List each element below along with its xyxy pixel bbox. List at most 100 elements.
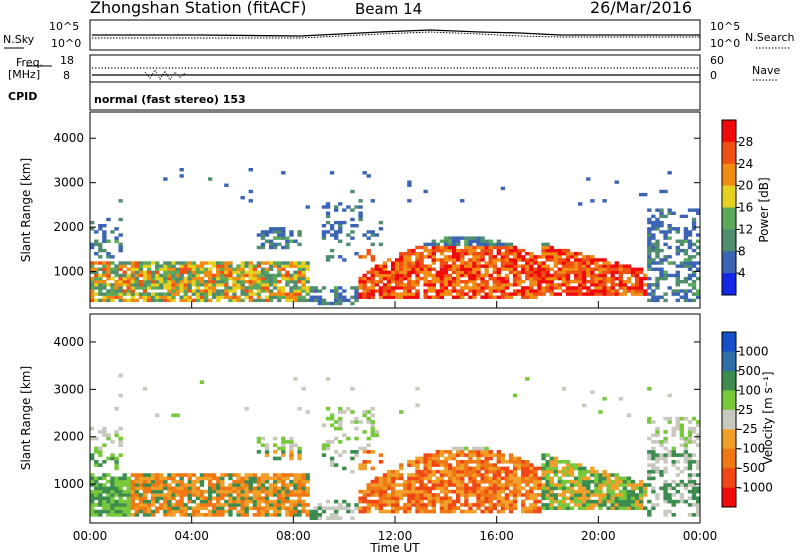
heatmap-cell xyxy=(260,479,266,484)
heatmap-cell xyxy=(106,295,111,299)
heatmap-cell xyxy=(134,292,140,296)
heatmap-cell xyxy=(301,267,306,271)
heatmap-cell xyxy=(179,509,184,514)
heatmap-cell xyxy=(281,440,286,444)
heatmap-cell xyxy=(212,509,217,514)
heatmap-cell xyxy=(602,267,607,271)
heatmap-cell xyxy=(529,283,534,287)
heatmap-cell xyxy=(382,270,388,275)
heatmap-cell xyxy=(228,499,233,504)
heatmap-cell xyxy=(350,236,355,240)
heatmap-cell xyxy=(415,493,420,497)
heatmap-cell xyxy=(468,264,473,268)
heatmap-cell xyxy=(207,273,213,278)
heatmap-cell xyxy=(175,286,180,290)
heatmap-cell xyxy=(484,450,489,454)
heatmap-cell xyxy=(289,456,294,461)
heatmap-cell xyxy=(456,295,461,299)
heatmap-cell xyxy=(634,289,640,293)
heatmap-cell xyxy=(90,483,95,487)
heatmap-cell xyxy=(268,264,274,268)
heatmap-cell xyxy=(94,463,99,467)
heatmap-cell xyxy=(594,503,599,507)
heatmap-cell xyxy=(260,286,266,290)
heatmap-cell xyxy=(260,443,266,447)
heatmap-cell xyxy=(289,286,294,290)
heatmap-cell xyxy=(346,205,351,209)
nave-tick-bottom: 0 xyxy=(710,69,717,82)
heatmap-cell xyxy=(594,264,599,268)
heatmap-cell xyxy=(354,416,359,421)
heatmap-cell xyxy=(687,298,693,303)
heatmap-cell xyxy=(366,295,371,299)
heatmap-cell xyxy=(285,295,290,299)
heatmap-cell xyxy=(492,286,497,290)
heatmap-cell xyxy=(663,446,668,451)
heatmap-cell xyxy=(610,267,615,271)
heatmap-cell xyxy=(236,276,241,281)
heatmap-cell xyxy=(606,506,611,511)
heatmap-cell xyxy=(500,469,506,474)
heatmap-cell xyxy=(655,453,660,457)
heatmap-cell xyxy=(118,503,123,507)
heatmap-cell xyxy=(366,289,371,293)
heatmap-cell xyxy=(545,245,550,250)
heatmap-cell xyxy=(106,283,111,287)
heatmap-cell xyxy=(659,214,664,219)
heatmap-cell xyxy=(447,292,453,296)
heatmap-cell xyxy=(484,252,489,256)
heatmap-cell xyxy=(90,476,95,481)
heatmap-cell xyxy=(598,410,603,414)
heatmap-cell xyxy=(236,264,241,268)
heatmap-cell xyxy=(586,499,591,504)
heatmap-cell xyxy=(130,280,136,284)
heatmap-cell xyxy=(122,289,127,293)
heatmap-cell xyxy=(590,270,595,275)
heatmap-cell xyxy=(447,483,453,487)
heatmap-cell xyxy=(362,280,367,284)
heatmap-cell xyxy=(179,506,184,511)
heatmap-cell xyxy=(126,499,131,504)
heatmap-cell xyxy=(525,459,530,464)
heatmap-cell xyxy=(435,499,441,504)
heatmap-cell xyxy=(90,286,95,290)
heatmap-cell xyxy=(106,289,111,293)
heatmap-cell xyxy=(659,486,664,491)
heatmap-cell xyxy=(569,479,575,484)
heatmap-cell xyxy=(679,426,685,431)
heatmap-cell xyxy=(683,295,689,299)
heatmap-cell xyxy=(309,298,314,303)
heatmap-cell xyxy=(496,267,502,271)
heatmap-cell xyxy=(268,242,274,247)
heatmap-cell xyxy=(390,267,396,271)
heatmap-cell xyxy=(500,486,506,491)
heatmap-cell xyxy=(598,476,603,481)
heatmap-cell xyxy=(207,479,213,484)
heatmap-cell xyxy=(639,289,644,293)
noise-tick-bottom-left: 10^0 xyxy=(51,37,82,50)
heatmap-cell xyxy=(431,258,436,262)
heatmap-cell xyxy=(549,267,554,271)
heatmap-cell xyxy=(195,267,201,271)
heatmap-cell xyxy=(334,513,339,517)
heatmap-cell xyxy=(651,233,656,237)
heatmap-cell xyxy=(529,255,534,259)
heatmap-cell xyxy=(151,486,156,491)
heatmap-cell xyxy=(521,463,526,467)
heatmap-cell xyxy=(305,286,310,290)
heatmap-cell xyxy=(639,499,644,504)
heatmap-cell xyxy=(374,503,380,507)
heatmap-cell xyxy=(472,270,477,275)
heatmap-cell xyxy=(329,233,335,237)
heatmap-cell xyxy=(537,493,542,497)
heatmap-cell xyxy=(252,267,258,271)
heatmap-cell xyxy=(663,258,668,262)
heatmap-cell xyxy=(130,267,136,271)
heatmap-cell xyxy=(334,506,339,511)
heatmap-cell xyxy=(512,486,518,491)
heatmap-cell xyxy=(407,499,412,504)
heatmap-cell xyxy=(118,199,123,203)
heatmap-cell xyxy=(671,273,676,278)
heatmap-cell xyxy=(622,489,628,494)
heatmap-cell xyxy=(232,295,237,299)
